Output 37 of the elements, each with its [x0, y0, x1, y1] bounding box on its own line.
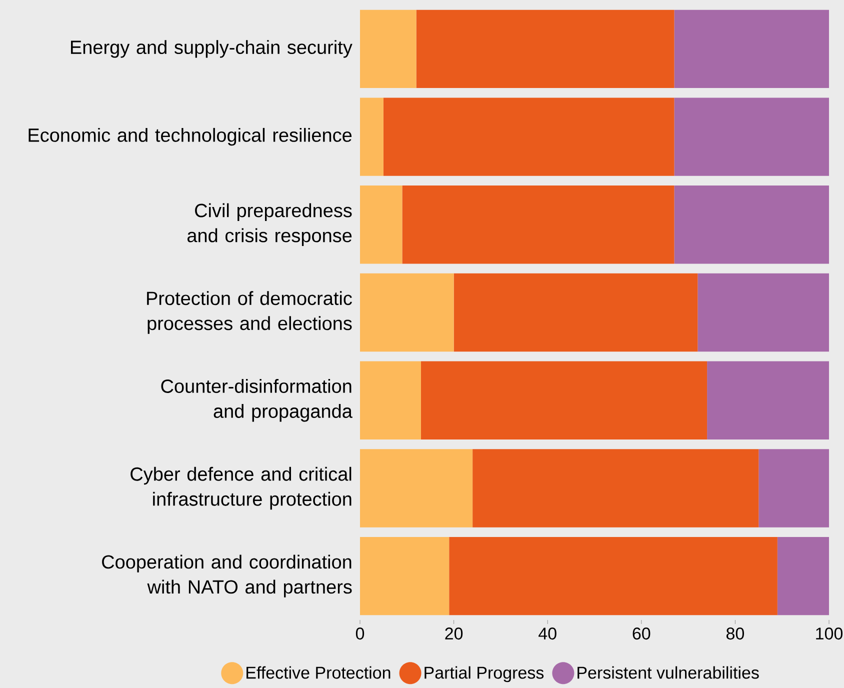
bar	[416, 10, 674, 88]
bar	[360, 10, 416, 88]
bar	[383, 98, 674, 176]
bar	[472, 449, 759, 528]
bar	[360, 361, 421, 440]
bar	[360, 449, 473, 528]
bar	[698, 273, 830, 352]
y-tick-label: Protection of democratic processes and elections	[147, 291, 352, 334]
y-tick-label: Counter-disinformation and propaganda	[161, 379, 352, 422]
bar	[402, 186, 674, 264]
legend-label: Effective Protection	[246, 666, 390, 679]
bar	[674, 10, 830, 88]
x-tick-label: 20	[445, 628, 463, 640]
bar	[360, 536, 450, 616]
legend-label: Persistent vulnerabilities	[578, 666, 759, 679]
bar	[777, 536, 830, 616]
x-tick-label: 60	[632, 628, 650, 640]
y-tick-label: Civil preparedness and crisis response	[187, 203, 352, 246]
bar	[674, 186, 830, 264]
bar	[707, 361, 830, 440]
x-tick-label: 40	[538, 628, 556, 640]
y-tick-label: Economic and technological resilience	[28, 128, 352, 146]
x-tick-label: 0	[356, 628, 364, 640]
bar	[674, 98, 830, 176]
bar	[758, 449, 830, 528]
y-tick-label: Energy and supply-chain security	[71, 40, 352, 58]
x-tick-label: 80	[726, 628, 744, 640]
legend-label: Partial Progress	[424, 666, 544, 682]
bar	[360, 186, 402, 264]
bar	[360, 98, 384, 176]
y-tick-label: Cooperation and coordination with NATO and partners	[102, 554, 352, 598]
x-tick-label: 100	[816, 628, 843, 640]
bar	[449, 536, 778, 616]
bar	[360, 273, 454, 352]
y-tick-label: Cyber defence and critical infrastructure protection	[130, 466, 352, 510]
bar	[454, 273, 698, 352]
bar	[420, 361, 708, 440]
